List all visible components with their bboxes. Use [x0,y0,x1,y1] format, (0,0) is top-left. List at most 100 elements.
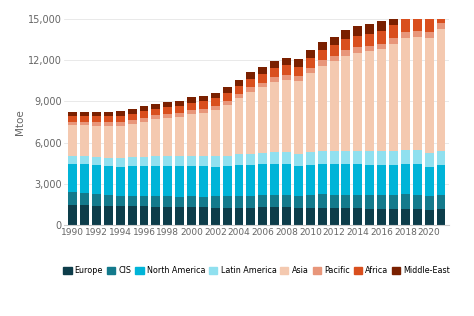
Bar [199,156,208,167]
Bar [104,112,113,116]
Bar [246,92,255,154]
Bar [175,117,184,156]
Bar [92,122,101,125]
Bar [341,56,350,151]
Bar [318,50,327,60]
Bar [318,60,327,66]
Bar [211,167,220,197]
Bar [258,67,267,74]
Bar [365,34,374,46]
Bar [164,156,172,166]
Bar [151,196,160,207]
Bar [425,167,434,196]
Bar [329,195,338,208]
Bar [92,165,101,194]
Bar [353,195,362,209]
Bar [187,103,196,110]
Bar [68,164,77,192]
Bar [211,93,220,99]
Bar [128,114,137,120]
Bar [437,195,446,209]
Bar [164,102,172,107]
Bar [389,25,398,38]
Bar [199,208,208,225]
Bar [199,96,208,101]
Bar [329,37,338,46]
Bar [437,209,446,225]
Bar [175,166,184,197]
Bar [235,208,244,225]
Bar [139,122,148,157]
Bar [235,196,244,208]
Bar [377,49,386,151]
Bar [294,59,303,67]
Bar [258,87,267,153]
Bar [401,149,410,164]
Bar [187,166,196,197]
Bar [235,86,244,94]
Bar [258,82,267,87]
Bar [401,38,410,149]
Bar [413,37,422,150]
Bar [246,72,255,79]
Bar [294,81,303,154]
Bar [437,23,446,29]
Bar [413,17,422,31]
Bar [353,26,362,36]
Bar [128,124,137,157]
Bar [282,152,291,164]
Bar [235,94,244,99]
Bar [151,115,160,119]
Bar [68,192,77,205]
Bar [329,46,338,56]
Bar [365,24,374,34]
Bar [211,197,220,208]
Bar [318,208,327,225]
Bar [294,166,303,196]
Bar [223,196,232,208]
Bar [329,208,338,225]
Bar [199,113,208,156]
Bar [80,193,89,205]
Bar [377,31,386,44]
Bar [175,101,184,106]
Bar [377,21,386,31]
Bar [329,62,338,151]
Bar [437,165,446,195]
Bar [377,165,386,195]
Bar [211,208,220,225]
Bar [139,157,148,166]
Bar [306,58,315,68]
Bar [353,209,362,225]
Bar [413,209,422,225]
Bar [164,114,172,118]
Bar [175,113,184,117]
Bar [128,157,137,167]
Bar [104,206,113,225]
Bar [80,112,89,116]
Bar [187,97,196,103]
Bar [246,79,255,87]
Bar [199,101,208,109]
Bar [294,196,303,208]
Bar [282,80,291,152]
Bar [104,116,113,122]
Bar [211,99,220,106]
Bar [223,208,232,225]
Bar [413,164,422,195]
Bar [270,61,279,69]
Bar [128,167,137,196]
Bar [282,164,291,195]
Bar [235,155,244,165]
Bar [389,38,398,44]
Bar [258,164,267,195]
Bar [353,164,362,195]
Bar [353,47,362,53]
Bar [116,158,125,167]
Bar [341,50,350,56]
Bar [104,158,113,166]
Bar [329,56,338,62]
Bar [270,69,279,77]
Bar [139,106,148,111]
Bar [282,75,291,80]
